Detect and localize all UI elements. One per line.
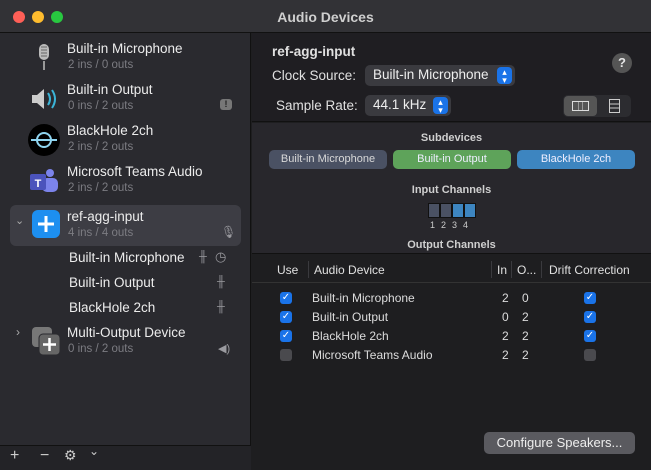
close-button[interactable] [13,11,25,23]
multi-output-icon [32,327,60,355]
header-divider [252,282,651,283]
subdevices-title: Subdevices [420,132,483,144]
clock-icon: ◷ [215,249,227,264]
in-cell: 2 [502,348,509,362]
subdevice-chip[interactable]: BlackHole 2ch [517,150,635,169]
channel-cell [464,203,476,218]
column-divider [491,261,492,278]
device-row-microsoft-teams-audio[interactable]: T Microsoft Teams Audio 2 ins / 2 outs [10,160,241,201]
channel-cell [440,203,452,218]
drift-correction-checkbox[interactable] [584,349,596,361]
clock-source-select[interactable]: Built-in Microphone ▴ ▾ [365,65,515,86]
gear-icon[interactable]: ⚙ [64,447,77,463]
blackhole-icon [28,124,60,156]
column-divider [308,261,309,278]
column-header-out[interactable]: O... [517,263,537,277]
alert-icon: ! [220,99,232,110]
column-divider [511,261,512,278]
remove-device-button[interactable]: − [40,447,50,464]
in-cell: 0 [502,310,509,324]
device-row-built-in-output[interactable]: Built-in Output 0 ins / 2 outs ! [10,78,241,119]
speaker-icon [32,89,56,109]
waveform-icon: ╫ [199,251,207,263]
aggregate-device-icon [32,210,60,238]
out-cell: 0 [522,291,529,305]
device-name-cell: BlackHole 2ch [312,329,389,343]
subdevice-chip[interactable]: Built-in Microphone [269,150,387,169]
subdevice-table: Use Audio Device In O... Drift Correctio… [252,255,651,470]
chevron-down-icon[interactable]: ⌄ [15,215,25,227]
subdevice-item[interactable]: Built-in Output [69,275,155,290]
out-cell: 2 [522,310,529,324]
columns-icon [572,101,589,111]
window-title: Audio Devices [277,9,374,25]
title-bar: Audio Devices [0,0,651,33]
column-header-drift-correction[interactable]: Drift Correction [549,263,630,277]
chevron-right-icon[interactable]: › [16,325,20,339]
subdevice-chip[interactable]: Built-in Output [393,150,511,169]
teams-icon: T [30,169,58,192]
speaker-icon: ◀︎) [218,343,231,355]
configure-speakers-button[interactable]: Configure Speakers... [484,432,635,454]
in-cell: 2 [502,291,509,305]
subdevice-item[interactable]: Built-in Microphone [69,250,185,265]
sample-rate-label: Sample Rate: [276,98,358,113]
output-channels-title: Output Channels [407,239,496,251]
zoom-button[interactable] [51,11,63,23]
stepper-icon: ▴ ▾ [433,97,448,115]
channel-cell [428,203,440,218]
rows-icon[interactable] [609,99,620,113]
use-checkbox[interactable] [280,349,292,361]
drift-correction-checkbox[interactable]: ✓ [584,311,596,323]
view-mode-toggle [563,95,631,117]
use-checkbox[interactable]: ✓ [280,330,292,342]
waveform-icon: ╫ [217,301,225,313]
use-checkbox[interactable]: ✓ [280,311,292,323]
microphone-icon [39,44,49,70]
device-header: ref-agg-input Clock Source: Built-in Mic… [252,33,651,122]
device-row-blackhole-2ch[interactable]: BlackHole 2ch 2 ins / 2 outs [10,119,241,160]
device-name: ref-agg-input [272,44,356,59]
device-row-ref-agg-input[interactable]: ⌄ ref-agg-input 4 ins / 4 outs 🎙︎ [10,205,241,246]
svg-text:T: T [35,178,42,190]
channel-numbers: 1234 [430,220,475,230]
column-header-use[interactable]: Use [277,263,299,277]
use-checkbox[interactable]: ✓ [280,292,292,304]
help-button[interactable]: ? [612,53,632,73]
minimize-button[interactable] [32,11,44,23]
sample-rate-select[interactable]: 44.1 kHz ▴ ▾ [365,95,451,116]
device-row-built-in-microphone[interactable]: Built-in Microphone 2 ins / 0 outs [10,37,241,78]
sidebar-toolbar: + − ⚙ ⌄ [0,444,251,470]
column-header-audio-device[interactable]: Audio Device [314,263,385,277]
device-row-multi-output-device[interactable]: › Multi-Output Device 0 ins / 2 outs ◀︎) [16,325,231,355]
columns-view-button[interactable] [564,96,597,116]
stepper-icon: ▴ ▾ [497,67,512,85]
device-name-cell: Built-in Output [312,310,389,324]
add-device-button[interactable]: + [10,447,20,464]
device-name-cell: Microsoft Teams Audio [312,348,433,362]
input-channels-title: Input Channels [411,184,492,196]
device-name-cell: Built-in Microphone [312,291,415,305]
microphone-icon: 🎙︎ [221,225,237,239]
column-header-in[interactable]: In [497,263,508,277]
subdevice-item[interactable]: BlackHole 2ch [69,300,156,315]
waveform-icon: ╫ [217,276,225,288]
chevron-down-icon[interactable]: ⌄ [89,444,100,458]
column-divider [541,261,542,278]
drift-correction-checkbox[interactable]: ✓ [584,330,596,342]
channel-cell [452,203,464,218]
clock-source-label: Clock Source: [272,68,357,83]
in-cell: 2 [502,329,509,343]
drift-correction-checkbox[interactable]: ✓ [584,292,596,304]
subdevices-panel: Subdevices Built-in Microphone Built-in … [252,123,651,254]
out-cell: 2 [522,329,529,343]
out-cell: 2 [522,348,529,362]
device-sidebar: Built-in Microphone 2 ins / 0 outs Built… [0,33,251,470]
